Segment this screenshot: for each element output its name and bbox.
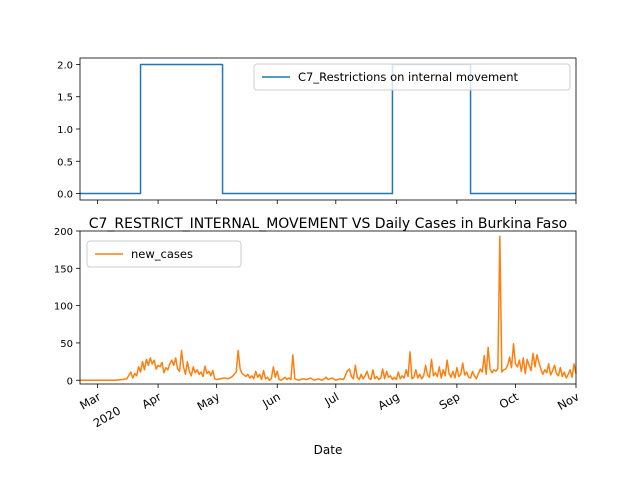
x-axis-label: Date: [314, 443, 343, 457]
legend-box: [86, 240, 242, 268]
legend-label: C7_Restrictions on internal movement: [298, 70, 519, 84]
legend-box: [253, 63, 571, 91]
y-tick-label: 1.5: [57, 93, 73, 104]
axes-frame: [79, 230, 577, 385]
y-tick-label: 200: [54, 227, 73, 238]
series-line-new-cases: [80, 235, 577, 382]
legend-label: new_cases: [131, 247, 193, 261]
y-tick-label: 100: [54, 302, 73, 313]
y-tick-label: 150: [54, 264, 73, 275]
y-tick-label: 0: [67, 376, 73, 387]
top-axes: 0.0 0.5 1.0 1.5 2.0 C7_Restrictions on intern…: [57, 57, 577, 204]
legend: C7_Restrictions on internal movement: [253, 63, 571, 91]
legend: new_cases: [86, 240, 242, 268]
y-tick-label: 0.0: [57, 190, 73, 201]
series-line-c7-restrictions-on-internal-movement: [80, 63, 576, 195]
axes-frame: [79, 57, 577, 201]
x-tick-label: Jul: [321, 389, 341, 409]
y-tick-label: 50: [60, 339, 73, 350]
y-tick-label: 1.0: [57, 125, 73, 136]
y-tick-label: 2.0: [57, 60, 73, 71]
y-tick-label: 0.5: [57, 157, 73, 168]
chart-title: C7_RESTRICT_INTERNAL_MOVEMENT VS Daily C…: [89, 216, 567, 232]
